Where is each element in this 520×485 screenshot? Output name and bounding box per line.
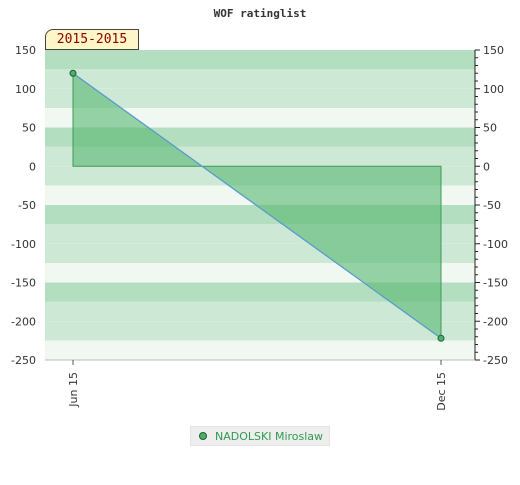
y-tick-label-right: -50 [483, 199, 501, 212]
y-tick-label-left: 100 [15, 83, 36, 96]
background-band [45, 50, 475, 70]
series-layer [69, 69, 445, 342]
y-tick-label-left: -50 [18, 199, 36, 212]
y-tick-label-right: -200 [483, 315, 508, 328]
y-tick-label-left: -250 [11, 354, 36, 367]
series-line [72, 72, 442, 339]
period-label: 2015-2015 [56, 32, 128, 47]
y-tick-label-right: 50 [483, 122, 497, 135]
period-badge: 2015-2015 [45, 29, 139, 50]
data-point [69, 69, 77, 77]
y-tick-label-right: -150 [483, 277, 508, 290]
y-tick-label-left: 0 [29, 160, 36, 173]
background-band [45, 321, 475, 341]
y-tick-label-right: 100 [483, 83, 504, 96]
y-tick-label-right: -250 [483, 354, 508, 367]
background-band [45, 340, 475, 360]
data-point [437, 334, 445, 342]
y-tick-label-left: -200 [11, 315, 36, 328]
background-band [45, 301, 475, 322]
legend-label: NADOLSKI Miroslaw [215, 429, 324, 443]
background-band [45, 69, 475, 89]
legend-marker-icon [199, 432, 207, 440]
y-tick-label-left: -150 [11, 277, 36, 290]
axes-layer [45, 49, 480, 365]
y-tick-label-left: 50 [22, 122, 36, 135]
x-tick-label: Dec 15 [435, 372, 448, 411]
background-band [45, 282, 475, 302]
background-band [45, 88, 475, 109]
chart-title: WOF ratinglist [214, 7, 307, 20]
y-tick-label-left: -100 [11, 238, 36, 251]
y-tick-label-right: -100 [483, 238, 508, 251]
legend[interactable]: NADOLSKI Miroslaw [190, 426, 330, 446]
x-tick-label: Jun 15 [67, 372, 80, 408]
background-band [45, 108, 475, 128]
tick-labels-layer: 150 150 100 100 50 50 0 0 -50 -50 -100 -100 -150 -150… [11, 44, 508, 411]
y-tick-label-right: 150 [483, 44, 504, 57]
y-tick-label-right: 0 [483, 160, 490, 173]
y-tick-label-left: 150 [15, 44, 36, 57]
